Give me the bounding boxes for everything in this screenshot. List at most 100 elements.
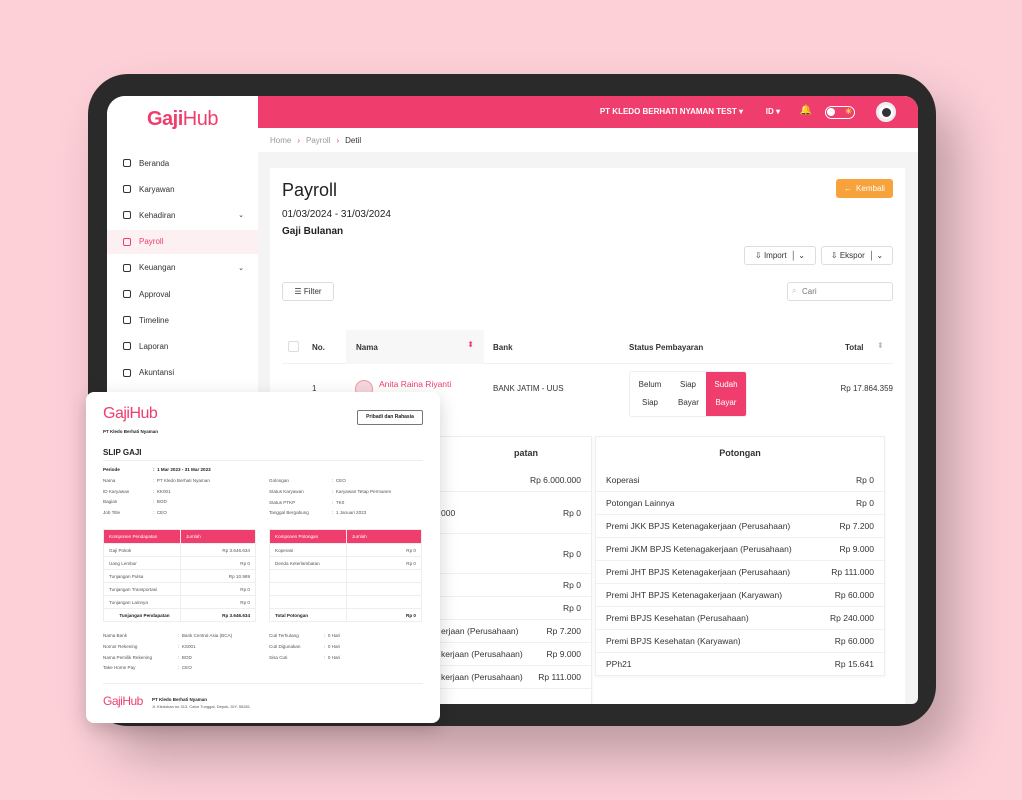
confidential-badge: Pribadi dan Rahasia xyxy=(357,410,423,425)
sidebar-item-timeline[interactable]: Timeline xyxy=(107,308,258,332)
slip-field: ID Karyawan: KK001 xyxy=(103,488,171,494)
theme-toggle[interactable]: ☀ xyxy=(825,106,855,119)
slip-field: Take Home Pay: CEO xyxy=(103,665,192,671)
slip-field: Nomor Rekening: KS001 xyxy=(103,643,196,649)
bell-icon[interactable]: 🔔 xyxy=(799,105,812,116)
slip-field: Status PTKP: TK0 xyxy=(269,499,345,505)
earnings-table: Komponen Pendapatan Jumlah Gaji Pokok Rp 3.… xyxy=(103,529,256,622)
sidebar-item-approval[interactable]: Approval xyxy=(107,282,258,306)
potongan-row: Potongan Lainnya Rp 0 xyxy=(596,492,884,515)
chart-icon xyxy=(123,342,131,351)
col-status: Status Pembayaran xyxy=(629,343,704,352)
employee-name-link[interactable]: Anita Raina Riyanti xyxy=(379,379,452,389)
sidebar-item-payroll[interactable]: Payroll xyxy=(107,229,258,254)
sidebar-item-label: Payroll xyxy=(139,237,164,247)
slip-field: Golongan: CEO xyxy=(269,478,346,483)
avatar[interactable] xyxy=(876,102,896,122)
potongan-row: Premi JKK BPJS Ketenagakerjaan (Perusaha… xyxy=(596,515,884,538)
sidebar-item-kehadiran[interactable]: Kehadiran ⌄ xyxy=(107,203,258,227)
potongan-row: PPh21 Rp 15.641 xyxy=(596,653,884,676)
sidebar-item-karyawan[interactable]: Karyawan xyxy=(107,177,258,201)
footer-company: PT Kledo Berhati Nyaman xyxy=(152,697,208,702)
status-sudah-bayar[interactable]: Sudah Bayar xyxy=(706,372,746,416)
payslip-card: GajiHub PT Kledo Berhati Nyaman Pribadi … xyxy=(86,392,440,723)
breadcrumb-current: Detil xyxy=(345,136,362,145)
page-title: Payroll xyxy=(282,180,338,200)
deductions-table: Komponen Potongan Jumlah Koperasi Rp 0 Denda… xyxy=(269,529,422,622)
potongan-panel: Potongan Koperasi Rp 0 Potongan Lainnya Rp … xyxy=(595,436,885,676)
slip-field: Cuti Digunakan: 0 Hari xyxy=(269,643,341,649)
slip-field: Status Karyawan: Karyawan Tetap Permanen xyxy=(269,488,392,494)
pendapatan-row: Rp 0 xyxy=(431,534,591,574)
sidebar-item-beranda[interactable]: Beranda xyxy=(107,151,258,175)
status-siap-bayar[interactable]: Siap Bayar xyxy=(678,380,699,407)
filter-button[interactable]: ☰ Filter xyxy=(282,282,334,301)
slip-field: Nama: PT Kledo Berhati Nyaman xyxy=(103,477,210,483)
language-selector[interactable]: ID ▾ xyxy=(765,107,780,116)
slip-company: PT Kledo Berhati Nyaman xyxy=(103,429,159,434)
status-belum-siap[interactable]: Belum Siap xyxy=(638,380,662,407)
sidebar-item-label: Approval xyxy=(139,289,171,299)
logo: GajiHub xyxy=(147,108,219,130)
back-button[interactable]: ← Kembali xyxy=(836,179,893,198)
potongan-row: Koperasi Rp 0 xyxy=(596,469,884,492)
pendapatan-row: Rp 0 xyxy=(431,597,591,620)
pendapatan-row: 000 Rp 0 xyxy=(431,492,591,534)
potongan-row: Premi BPJS Kesehatan (Karyawan) Rp 60.000 xyxy=(596,630,884,653)
payment-status-toggle[interactable]: Belum Siap Siap Bayar Sudah Bayar xyxy=(629,371,747,417)
sidebar-item-label: Kehadiran xyxy=(139,210,176,220)
select-all-checkbox[interactable] xyxy=(288,341,299,352)
potongan-row: Premi JHT BPJS Ketenagakerjaan (Karyawan… xyxy=(596,584,884,607)
pendapatan-row: erjaan (Perusahaan) Rp 7.200 xyxy=(431,620,591,643)
money-icon xyxy=(123,263,131,272)
slip-field: Nama Pemilik Rekening: BOD xyxy=(103,654,192,660)
col-no: No. xyxy=(312,343,325,352)
timeline-icon xyxy=(123,316,131,325)
col-bank: Bank xyxy=(493,343,513,352)
sort-icon: ⬍ xyxy=(467,340,474,349)
slip-title: SLIP GAJI xyxy=(103,448,142,457)
breadcrumb: Home › Payroll › Detil xyxy=(258,128,918,152)
slip-field: Bagian: BOD xyxy=(103,499,167,505)
col-total[interactable]: Total xyxy=(845,343,864,352)
footer-address: Jl. Kledokan no 313, Catur Tunggal, Depo… xyxy=(152,704,250,709)
search-input[interactable] xyxy=(787,282,893,301)
potongan-row: Premi BPJS Kesehatan (Perusahaan) Rp 240.… xyxy=(596,607,884,630)
pendapatan-row: Rp 6.000.000 xyxy=(431,469,591,492)
sidebar-item-label: Akuntansi xyxy=(139,368,175,378)
slip-footer-logo: GajiHub xyxy=(103,694,143,708)
potongan-row: Premi JHT BPJS Ketenagakerjaan (Perusaha… xyxy=(596,561,884,584)
chevron-down-icon[interactable]: ⌄ xyxy=(238,264,244,272)
sidebar-item-label: Laporan xyxy=(139,341,169,351)
slip-field: Periode: 1 Mar 2023 - 31 Mar 2023 xyxy=(103,467,211,472)
user-icon xyxy=(123,185,131,194)
breadcrumb-payroll[interactable]: Payroll xyxy=(306,136,331,145)
export-button[interactable]: ⇩ Ekspor │ ⌄ xyxy=(821,246,893,265)
slip-field: Nama Bank: Bank Central Asia (BCA) xyxy=(103,633,233,638)
sidebar-item-laporan[interactable]: Laporan xyxy=(107,334,258,358)
check-icon xyxy=(123,290,131,298)
sidebar-item-label: Timeline xyxy=(139,315,169,325)
slip-field: Tanggal Bergabung: 1 Januari 2023 xyxy=(269,510,367,516)
sidebar-item-akuntansi[interactable]: Akuntansi xyxy=(107,361,258,385)
slip-field: Cuti Terhutang: 0 Hari xyxy=(269,633,341,638)
sort-icon: ⬍ xyxy=(877,341,884,350)
ledger-icon xyxy=(123,368,131,377)
breadcrumb-home[interactable]: Home xyxy=(270,136,292,145)
col-nama[interactable]: Nama ⬍ xyxy=(346,330,484,364)
home-icon xyxy=(123,159,131,167)
period: 01/03/2024 - 31/03/2024 xyxy=(282,209,391,220)
slip-field: Sisa Cuti: 0 Hari xyxy=(269,654,341,660)
pendapatan-row: kerjaan (Perusahaan) Rp 111.000 xyxy=(431,666,591,689)
potongan-row: Premi JKM BPJS Ketenagakerjaan (Perusaha… xyxy=(596,538,884,561)
pendapatan-row: Rp 0 xyxy=(431,574,591,597)
table-row[interactable]: 1 Anita Raina Riyanti BANK JATIM - UUS B… xyxy=(282,368,893,417)
pendapatan-panel: patan Rp 6.000.000 000 Rp 0 Rp 0 Rp 0 Rp 0 erj… xyxy=(430,436,592,704)
sidebar-item-label: Beranda xyxy=(139,158,170,168)
sidebar-item-keuangan[interactable]: Keuangan ⌄ xyxy=(107,256,258,280)
chevron-down-icon[interactable]: ⌄ xyxy=(238,212,244,220)
clock-icon xyxy=(123,211,131,220)
import-button[interactable]: ⇩ Import │ ⌄ xyxy=(744,246,816,265)
company-selector[interactable]: PT KLEDO BERHATI NYAMAN TEST ▾ xyxy=(599,107,743,116)
search-icon: ⌕ xyxy=(792,286,797,295)
